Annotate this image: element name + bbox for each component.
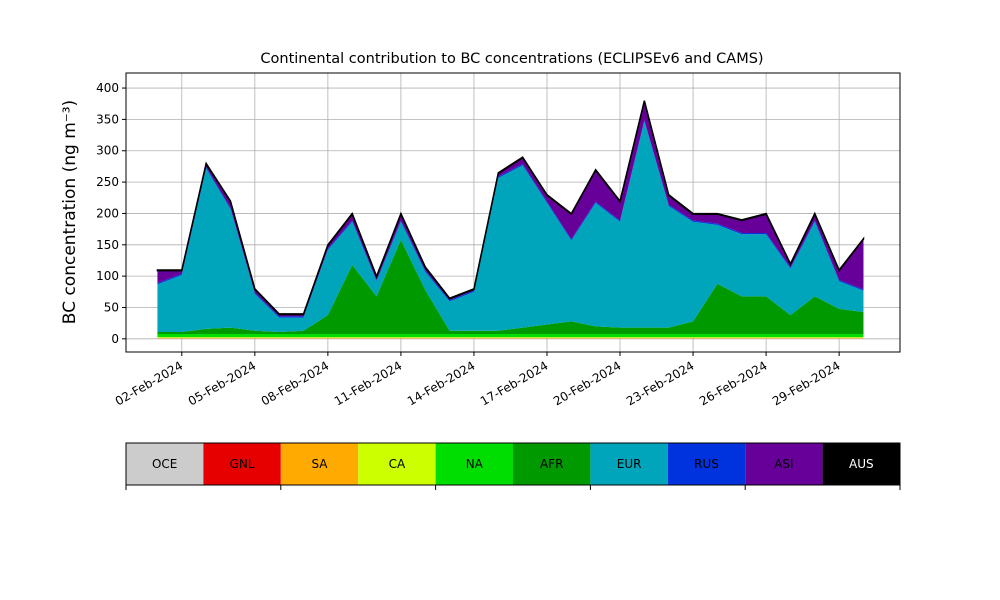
y-tick-label: 100: [96, 269, 119, 283]
area: [157, 333, 864, 338]
area: [157, 239, 864, 334]
legend-swatch: [513, 443, 591, 485]
x-tick-label: 11-Feb-2024: [332, 358, 405, 408]
legend-swatch: [667, 443, 746, 485]
legend-swatch: [280, 443, 359, 485]
legend: OCE GNL SA CA NA AFR EUR RUS ASI AUS: [125, 442, 901, 490]
x-tick-label: 02-Feb-2024: [113, 358, 186, 408]
legend-label: AUS: [849, 457, 874, 471]
x-tick-label: 20-Feb-2024: [551, 358, 624, 408]
plot-frame: [125, 72, 901, 353]
area: [156, 100, 865, 316]
legend-frame: [125, 442, 901, 486]
legend-label: NA: [466, 457, 484, 471]
area: [157, 337, 864, 339]
y-tick-label: 0: [111, 332, 119, 346]
legend-label: AFR: [540, 457, 563, 471]
y-tick-label: 150: [96, 238, 119, 252]
legend-label: RUS: [694, 457, 719, 471]
y-tick-label: 400: [96, 81, 119, 95]
x-tick-label: 17-Feb-2024: [478, 358, 551, 408]
chart-title: Continental contribution to BC concentra…: [260, 51, 763, 67]
legend-label: OCE: [152, 457, 177, 471]
y-tick-label: 200: [96, 206, 119, 220]
legend-label: SA: [311, 457, 328, 471]
areas: [156, 100, 865, 339]
legend-swatch: [435, 443, 513, 485]
legend-label: ASI: [774, 457, 793, 471]
x-tick-label: 08-Feb-2024: [259, 358, 332, 408]
area: [157, 121, 864, 333]
legend-swatch: [822, 443, 900, 485]
y-tick-label: 250: [96, 175, 119, 189]
legend-swatch: [126, 443, 204, 485]
legend-label: CA: [389, 457, 406, 471]
x-tick-label: 14-Feb-2024: [405, 358, 478, 408]
y-tick-label: 300: [96, 144, 119, 158]
x-tick-label: 23-Feb-2024: [624, 358, 697, 408]
legend-label: GNL: [230, 457, 255, 471]
legend-swatch: [203, 443, 281, 485]
x-tick-label: 29-Feb-2024: [770, 358, 843, 408]
legend-swatch: [745, 443, 823, 485]
area: [157, 337, 864, 338]
x-tick-label: 05-Feb-2024: [186, 358, 259, 408]
y-tick-label: 350: [96, 112, 119, 126]
y-tick-label: 50: [104, 300, 119, 314]
legend-swatch: [590, 443, 668, 485]
legend-label: EUR: [617, 457, 642, 471]
x-tick-label: 26-Feb-2024: [697, 358, 770, 408]
y-axis-label: BC concentration (ng m⁻³): [60, 100, 80, 324]
legend-swatch: [358, 443, 436, 485]
